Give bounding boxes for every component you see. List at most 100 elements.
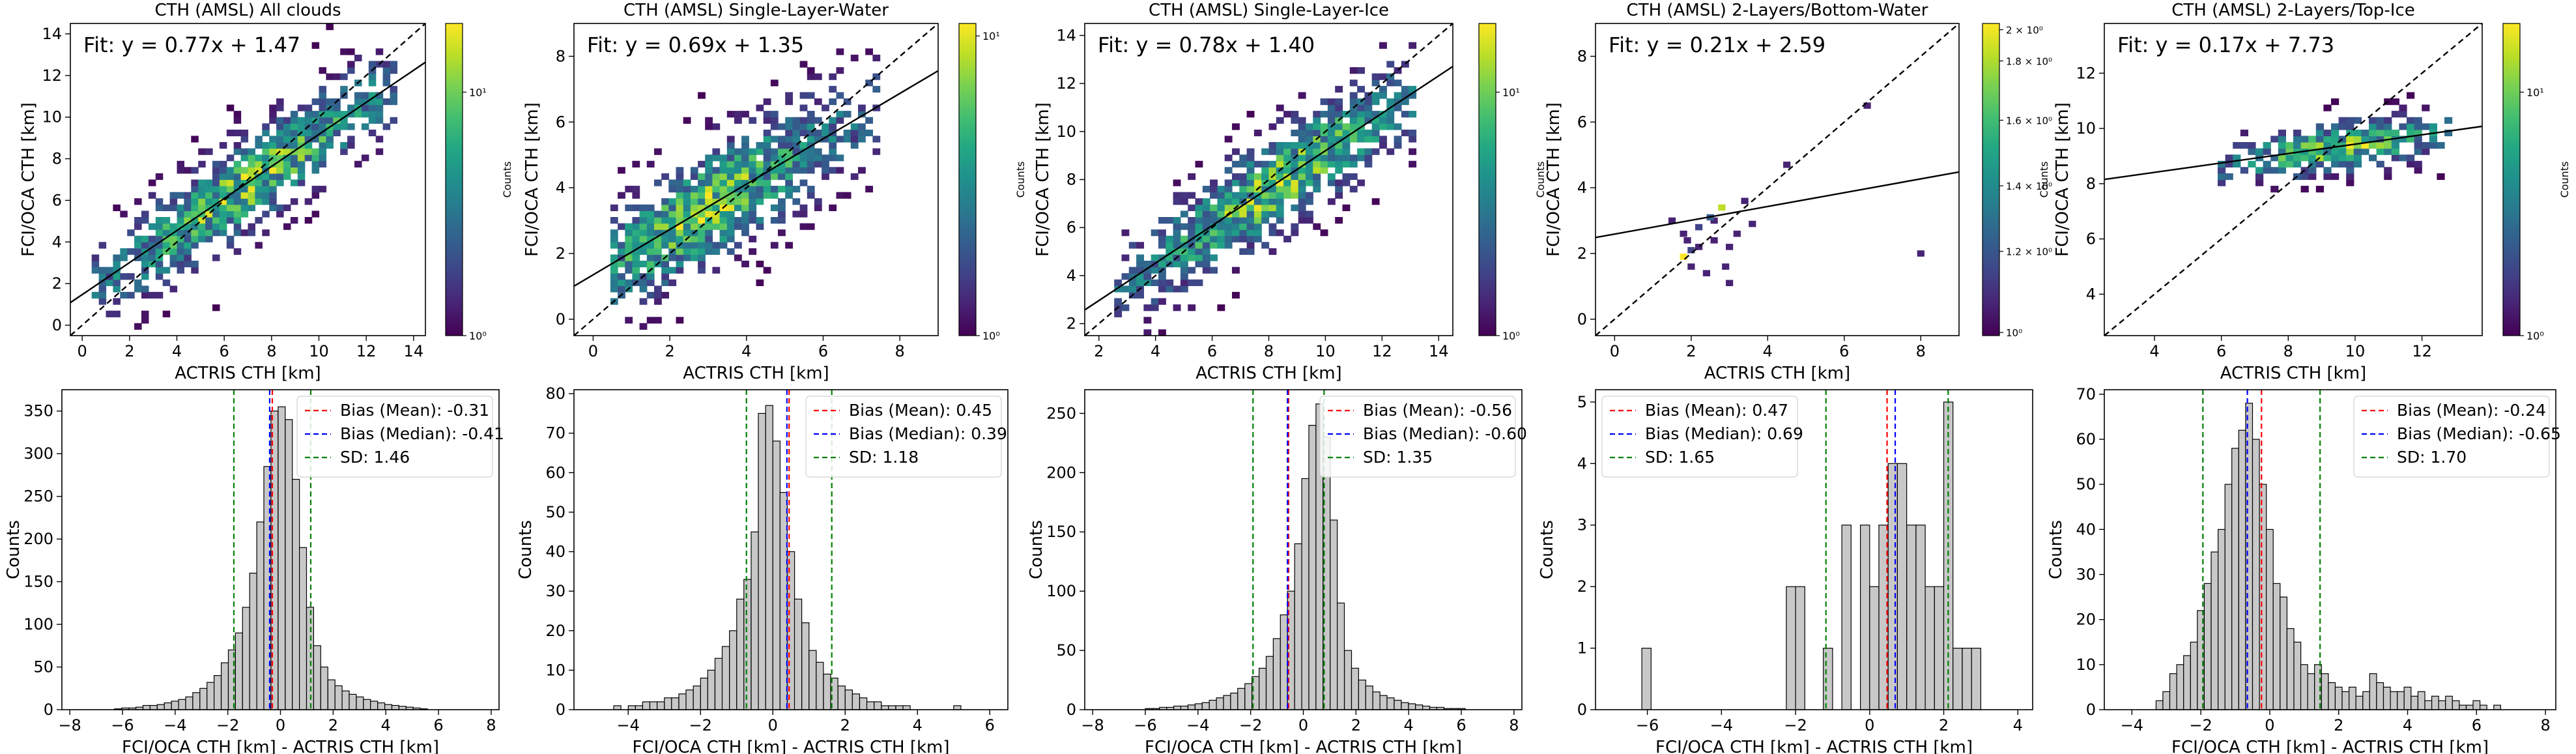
heatmap-cell <box>290 217 298 224</box>
heatmap-cell <box>1276 186 1284 193</box>
heatmap-cell <box>1158 298 1166 305</box>
heatmap-cell <box>1687 247 1695 254</box>
heatmap-cell <box>311 111 320 118</box>
heatmap-cell <box>1335 160 1343 167</box>
y-axis-label: FCI/OCA CTH [km] <box>19 102 38 257</box>
heatmap-cell <box>2315 129 2324 137</box>
heatmap-cell <box>1298 192 1306 199</box>
heatmap-cell <box>690 167 698 174</box>
heatmap-cell <box>262 129 270 137</box>
histogram-bar <box>235 632 243 710</box>
heatmap-cell <box>705 229 713 237</box>
heatmap-cell <box>255 179 263 186</box>
x-tick-label: 0 <box>1865 716 1874 734</box>
heatmap-cell <box>1313 223 1321 230</box>
heatmap-cell <box>1166 248 1174 255</box>
heatmap-cell <box>734 160 742 167</box>
heatmap-cell <box>248 167 255 174</box>
heatmap-cell <box>865 186 873 193</box>
heatmap-cell <box>368 73 377 80</box>
heatmap-cell <box>1349 160 1358 167</box>
heatmap-cell <box>1291 179 1299 186</box>
heatmap-cell <box>843 111 852 118</box>
heatmap-cell <box>756 192 764 199</box>
heatmap-cell <box>858 129 866 137</box>
heatmap-cell <box>661 210 669 218</box>
heatmap-cell <box>1180 254 1188 261</box>
heatmap-cell <box>2384 167 2392 174</box>
heatmap-cell <box>219 167 227 174</box>
heatmap-cell <box>1379 111 1387 118</box>
heatmap-cell <box>676 198 684 205</box>
y-tick-label: 300 <box>23 444 53 463</box>
x-tick-label: 0 <box>276 716 285 734</box>
heatmap-cell <box>829 148 837 155</box>
heatmap-cell <box>113 298 121 305</box>
y-tick-label: 0 <box>1577 310 1587 328</box>
heatmap-cell <box>1306 129 1313 137</box>
heatmap-cell <box>134 235 142 242</box>
heatmap-cell <box>98 273 107 280</box>
heatmap-cell <box>2263 148 2271 155</box>
heatmap-cell <box>1379 92 1387 99</box>
heatmap-cell <box>632 204 640 211</box>
x-tick-label: −6 <box>1134 716 1156 734</box>
heatmap-cell <box>205 210 213 218</box>
heatmap-cell <box>807 92 815 99</box>
heatmap-cell <box>1158 329 1166 336</box>
y-tick-label: 10 <box>2076 656 2096 674</box>
histogram-bar <box>313 645 321 710</box>
heatmap-cell <box>347 123 355 130</box>
heatmap-cell <box>269 148 277 155</box>
heatmap-cell <box>390 67 397 74</box>
heatmap-cell <box>184 229 192 237</box>
heatmap-cell <box>1741 197 1749 205</box>
heatmap-cell <box>191 267 199 274</box>
heatmap-cell <box>1306 167 1313 174</box>
heatmap-cell <box>141 291 149 299</box>
heatmap-cell <box>219 229 227 237</box>
heatmap-cell <box>1261 148 1270 155</box>
heatmap-cell <box>741 111 749 118</box>
heatmap-cell <box>1335 142 1343 149</box>
heatmap-cell <box>2376 136 2384 143</box>
heatmap-cell <box>1349 136 1358 143</box>
heatmap-cell <box>368 117 377 124</box>
heatmap-cell <box>1268 210 1277 218</box>
heatmap-cell <box>690 204 698 211</box>
heatmap-cell <box>676 267 684 274</box>
heatmap-cell <box>741 261 749 268</box>
heatmap-cell <box>661 279 669 286</box>
heatmap-cell <box>1327 117 1336 124</box>
plot-frame <box>1595 23 1960 336</box>
heatmap-cell <box>2233 142 2241 149</box>
heatmap-cell <box>778 123 786 130</box>
heatmap-cell <box>1210 267 1218 274</box>
y-tick-label: 50 <box>33 658 53 676</box>
one-to-one-line <box>1085 23 1453 336</box>
heatmap-cell <box>668 223 677 230</box>
heatmap-cell <box>198 148 206 155</box>
heatmap-cell <box>1173 248 1181 255</box>
heatmap-cell <box>1306 192 1313 199</box>
heatmap-cell <box>1371 136 1380 143</box>
heatmap-cell <box>785 142 793 149</box>
heatmap-cell <box>148 254 156 261</box>
heatmap-cell <box>304 142 313 149</box>
heatmap-cell <box>1357 85 1365 93</box>
heatmap-cell <box>1239 173 1248 181</box>
heatmap-cell <box>233 179 242 186</box>
heatmap-cell <box>177 160 184 167</box>
heatmap-cell <box>1291 129 1299 137</box>
heatmap-cell <box>661 242 669 249</box>
heatmap-cell <box>1232 198 1240 205</box>
heatmap-cell <box>311 129 320 137</box>
heatmap-cell <box>778 204 786 211</box>
heatmap-cell <box>304 154 313 162</box>
heatmap-cell <box>1114 279 1123 286</box>
heatmap-cell <box>1246 179 1255 186</box>
heatmap-cell <box>127 291 135 299</box>
heatmap-cell <box>113 273 121 280</box>
heatmap-cell <box>1188 254 1196 261</box>
